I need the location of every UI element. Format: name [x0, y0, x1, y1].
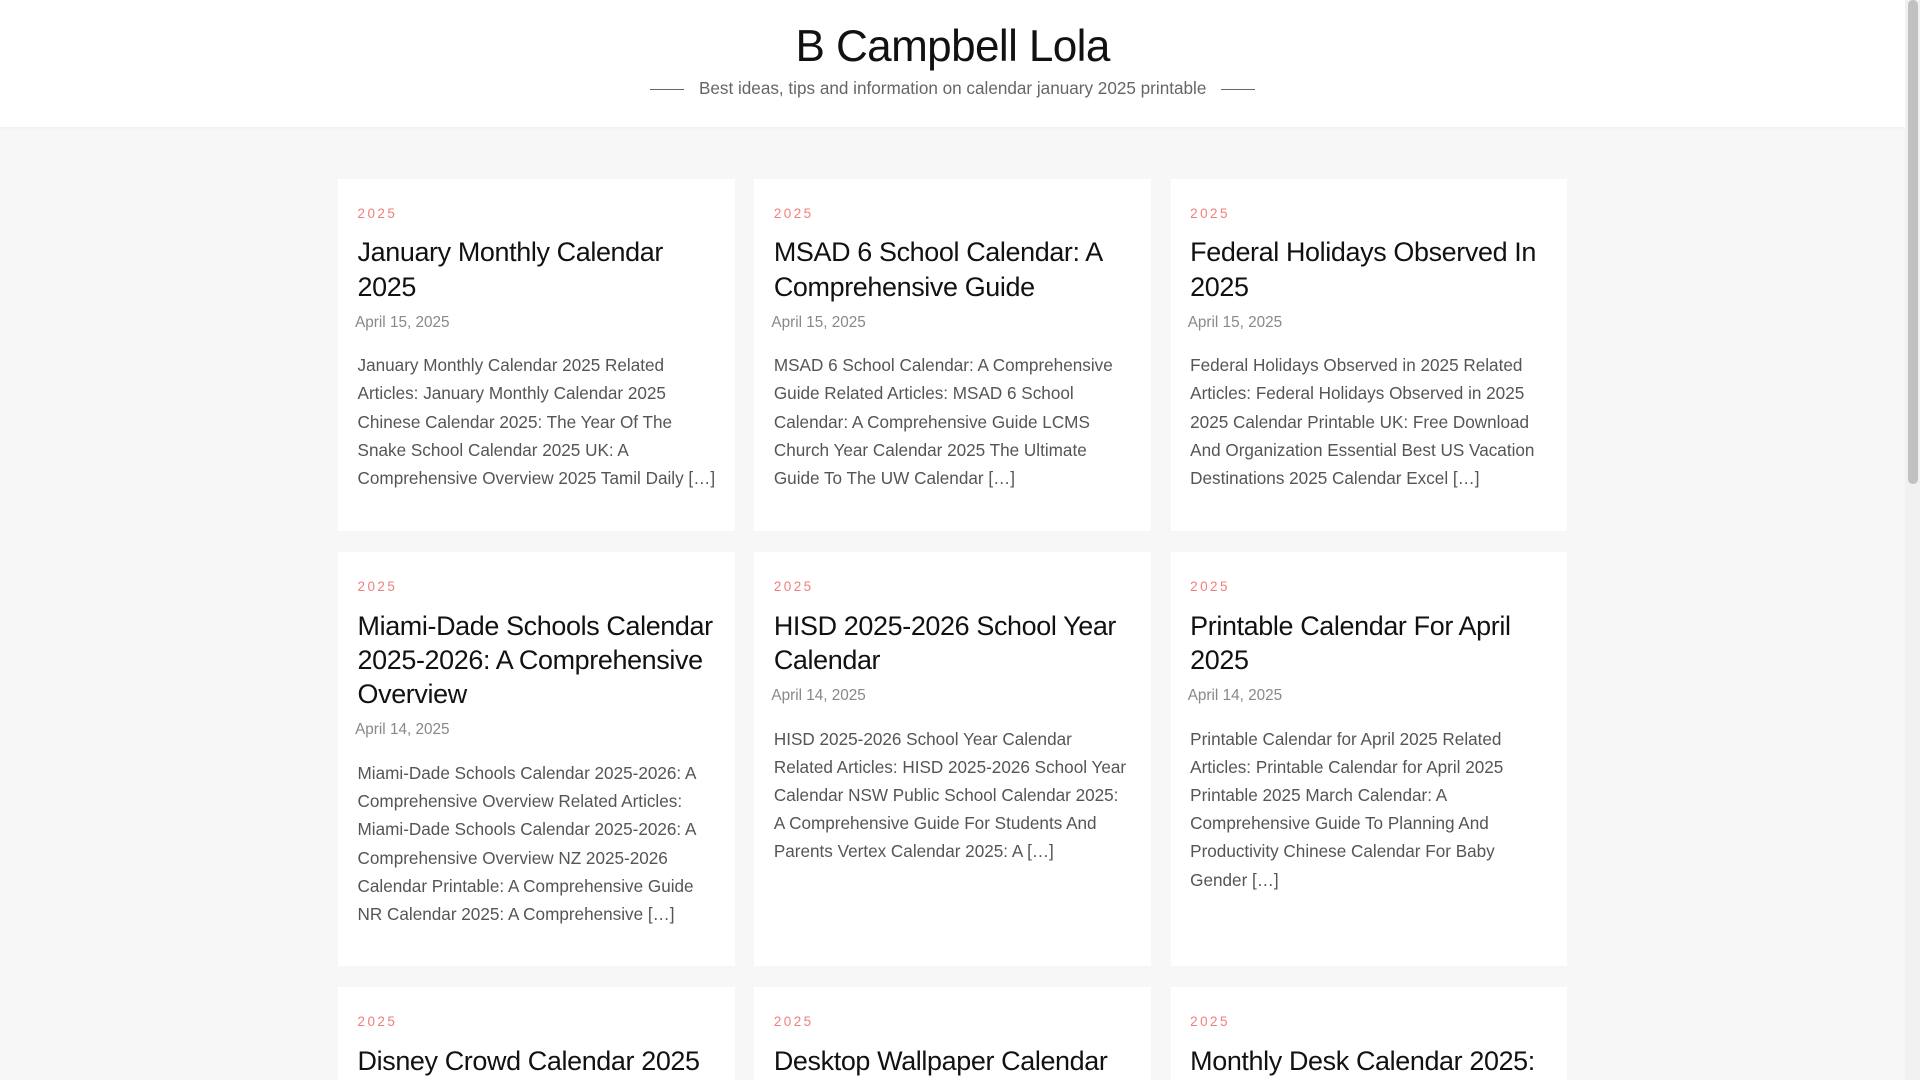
post-card: 2025 January Monthly Calendar 2025 April 1…: [337, 178, 735, 532]
scrollbar-thumb[interactable]: [1907, 0, 1918, 484]
post-card: 2025 HISD 2025-2026 School Year Calendar A…: [754, 552, 1151, 967]
post-title[interactable]: Federal Holidays Observed In 2025: [1190, 237, 1537, 302]
post-date[interactable]: April 14, 2025: [355, 721, 450, 739]
post-title[interactable]: Monthly Desk Calendar 2025: An: [1190, 1045, 1535, 1080]
post-category[interactable]: 2025: [773, 1013, 814, 1029]
site-title[interactable]: B Campbell Lola: [795, 22, 1111, 72]
post-date[interactable]: April 15, 2025: [355, 313, 450, 331]
post-date[interactable]: April 15, 2025: [771, 313, 866, 331]
post-excerpt: HISD 2025-2026 School Year Calendar Rela…: [773, 728, 1127, 862]
post-grid: 2025 January Monthly Calendar 2025 April 1…: [337, 178, 1568, 1080]
post-title[interactable]: HISD 2025-2026 School Year Calendar: [773, 610, 1117, 676]
scrollbar[interactable]: [1905, 0, 1920, 1080]
divider: [649, 89, 685, 91]
post-card: 2025 Disney Crowd Calendar 2025: [337, 986, 735, 1080]
post-excerpt: Miami-Dade Schools Calendar 2025-2026: A…: [357, 763, 696, 924]
post-category[interactable]: 2025: [1190, 205, 1230, 221]
post-date[interactable]: April 14, 2025: [1187, 687, 1283, 705]
post-excerpt: MSAD 6 School Calendar: A Comprehensive …: [773, 355, 1113, 488]
post-category[interactable]: 2025: [357, 205, 398, 221]
post-category[interactable]: 2025: [773, 579, 814, 595]
post-card: 2025 Monthly Desk Calendar 2025: An: [1170, 986, 1568, 1080]
post-category[interactable]: 2025: [1190, 1013, 1230, 1029]
post-title[interactable]: Disney Crowd Calendar 2025: [357, 1045, 700, 1076]
post-excerpt: Printable Calendar for April 2025 Relate…: [1190, 728, 1504, 890]
post-title[interactable]: Desktop Wallpaper Calendar: [773, 1045, 1108, 1076]
post-date[interactable]: April 15, 2025: [1187, 313, 1283, 331]
post-category[interactable]: 2025: [773, 205, 814, 221]
post-category[interactable]: 2025: [357, 1013, 398, 1029]
divider: [1221, 89, 1256, 91]
post-card: 2025 MSAD 6 School Calendar: A Comprehens…: [754, 178, 1151, 532]
post-title[interactable]: Miami-Dade Schools Calendar 2025-2026: A…: [357, 610, 714, 710]
post-card: 2025 Printable Calendar For April 2025 Apr…: [1170, 552, 1568, 967]
post-category[interactable]: 2025: [1190, 579, 1230, 595]
post-excerpt: January Monthly Calendar 2025 Related Ar…: [357, 355, 716, 488]
post-card: 2025 Miami-Dade Schools Calendar 2025-202…: [337, 552, 735, 967]
post-category[interactable]: 2025: [357, 579, 398, 595]
site-tagline: Best ideas, tips and information on cale…: [0, 78, 1905, 99]
post-title[interactable]: January Monthly Calendar 2025: [357, 237, 664, 302]
site-header: B Campbell Lola Best ideas, tips and inf…: [0, 0, 1906, 128]
tagline-text: Best ideas, tips and information on cale…: [698, 78, 1207, 99]
post-title[interactable]: MSAD 6 School Calendar: A Comprehensive …: [773, 237, 1102, 302]
post-excerpt: Federal Holidays Observed in 2025 Relate…: [1190, 355, 1535, 488]
post-date[interactable]: April 14, 2025: [771, 687, 866, 705]
post-card: 2025 Desktop Wallpaper Calendar: [754, 986, 1151, 1080]
post-title[interactable]: Printable Calendar For April 2025: [1190, 610, 1511, 676]
post-card: 2025 Federal Holidays Observed In 2025 Apr…: [1170, 178, 1568, 532]
